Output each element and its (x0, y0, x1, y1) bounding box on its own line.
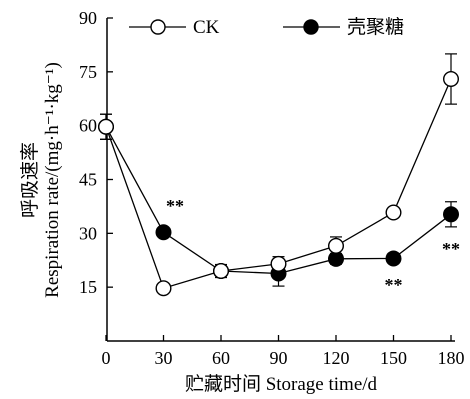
data-point-chitosan (155, 224, 172, 241)
tick-labels: 0 30 60 90 120 150 180 15 30 45 60 75 90 (79, 8, 465, 368)
significance-mark: ** (385, 275, 403, 295)
y-tick-label: 90 (79, 8, 97, 28)
x-tick-label: 0 (102, 348, 111, 368)
data-point-ck (97, 118, 114, 135)
significance-mark: ** (166, 196, 184, 216)
y-tick-label: 60 (79, 116, 97, 136)
x-tick-label: 180 (438, 348, 465, 368)
data-point-ck (385, 204, 402, 221)
y-axis-label: 呼吸速率 Respiration rate/(mg·h⁻¹·kg⁻¹) (19, 62, 63, 298)
significance-annotations: ** ** ** (166, 196, 460, 295)
x-tick-label: 60 (212, 348, 230, 368)
y-tick-label: 15 (79, 277, 97, 297)
data-point-ck (155, 280, 172, 297)
legend-chitosan-marker (303, 19, 319, 35)
legend: CK 壳聚糖 (129, 16, 404, 38)
series-markers (97, 71, 460, 297)
data-point-ck (328, 237, 345, 254)
data-point-chitosan (443, 206, 460, 223)
data-point-chitosan (385, 250, 402, 267)
x-tick-label: 30 (155, 348, 173, 368)
y-axis-label-cn: 呼吸速率 (19, 142, 41, 218)
significance-mark: ** (442, 239, 460, 259)
data-point-ck (443, 71, 460, 88)
legend-ck-marker (150, 19, 166, 35)
y-tick-label: 75 (79, 62, 97, 82)
y-tick-label: 30 (79, 223, 97, 243)
y-tick-label: 45 (79, 170, 97, 190)
data-point-ck (270, 255, 287, 272)
legend-ck-label: CK (193, 17, 220, 38)
x-axis-label: 贮藏时间 Storage time/d (185, 373, 378, 395)
x-tick-label: 90 (270, 348, 288, 368)
x-tick-label: 120 (323, 348, 350, 368)
data-point-ck (212, 263, 229, 280)
x-tick-label: 150 (380, 348, 407, 368)
y-axis-label-en: Respiration rate/(mg·h⁻¹·kg⁻¹) (42, 62, 63, 298)
legend-chitosan-label: 壳聚糖 (347, 16, 404, 38)
